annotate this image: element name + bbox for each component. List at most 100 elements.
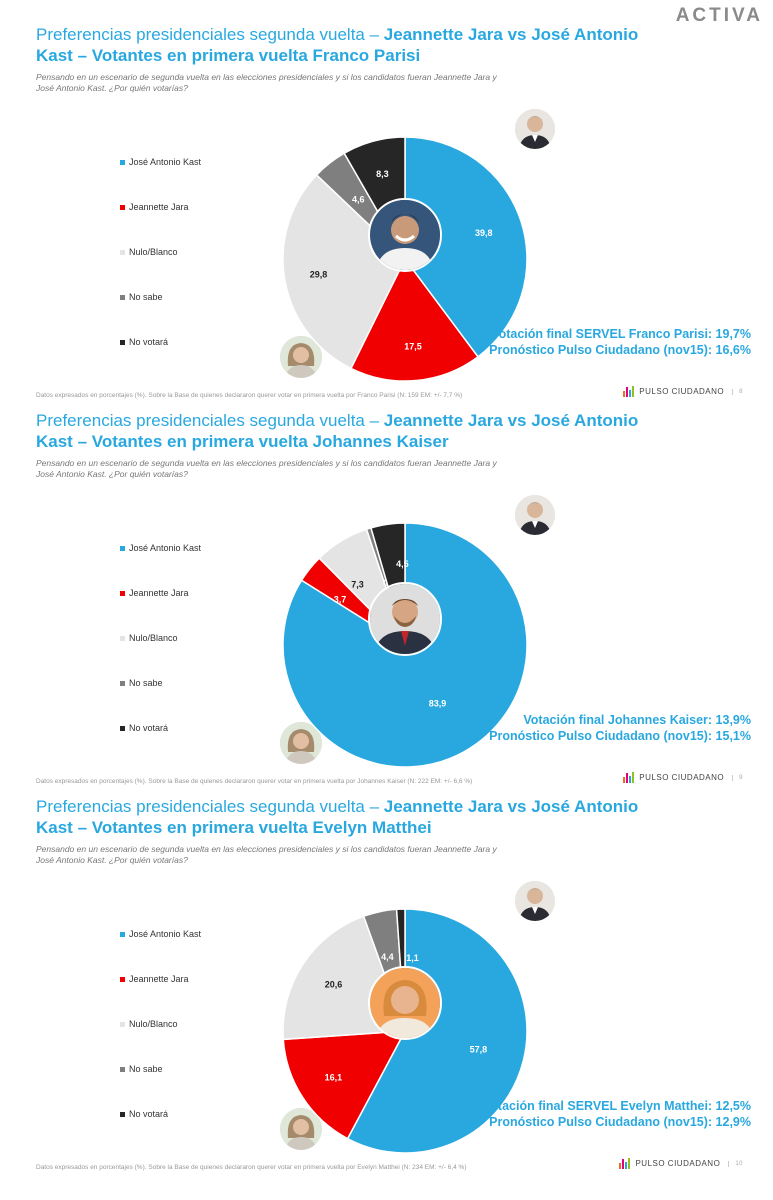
data-label: 4,5 <box>396 559 409 569</box>
legend-item: Jeannette Jara <box>120 974 189 984</box>
voter-candidate-photo-icon <box>368 966 442 1040</box>
legend-swatch <box>120 1021 125 1027</box>
pie-slice-nulo-blanco <box>282 173 406 370</box>
page-number: 8 <box>732 388 743 395</box>
page-number: 10 <box>728 1160 743 1167</box>
legend-swatch <box>120 159 125 165</box>
pulso-bars-icon <box>623 772 635 783</box>
title-bold: Jeannette Jara vs José Antonio Kast – Vo… <box>36 797 639 837</box>
jara-avatar-icon <box>280 1108 322 1150</box>
pulso-ciudadano-logo: PULSO CIUDADANO 9 <box>623 772 743 783</box>
legend-swatch <box>120 1066 125 1072</box>
legend-item: José Antonio Kast <box>120 929 201 939</box>
result-line-2: Pronóstico Pulso Ciudadano (nov15): 15,1… <box>489 729 751 743</box>
data-label: 17,5 <box>404 341 422 351</box>
data-label: 4,6 <box>352 195 365 205</box>
voter-candidate-photo-icon <box>368 582 442 656</box>
footnote: Datos expresados en porcentajes (%). Sob… <box>36 778 473 785</box>
legend-label: No sabe <box>129 292 163 302</box>
title-light: Preferencias presidenciales segunda vuel… <box>36 411 384 430</box>
question-text: Pensando en un escenario de segunda vuel… <box>36 458 497 479</box>
pulso-label: PULSO CIUDADANO <box>639 773 725 782</box>
legend-label: José Antonio Kast <box>129 157 202 167</box>
kast-avatar-icon <box>515 881 555 921</box>
legend-label: José Antonio Kast <box>129 543 202 553</box>
result-line-1: Votación final SERVEL Franco Parisi: 19,… <box>491 327 751 341</box>
data-label: 57,8 <box>470 1044 488 1054</box>
legend-item: No votará <box>120 1109 168 1119</box>
legend-item: No sabe <box>120 1064 163 1074</box>
page-number: 9 <box>732 774 743 781</box>
legend-label: Jeannette Jara <box>129 202 189 212</box>
legend-swatch <box>120 976 125 982</box>
data-label: 7,3 <box>351 580 364 590</box>
legend-label: Jeannette Jara <box>129 974 189 984</box>
legend-swatch <box>120 204 125 210</box>
legend-item: José Antonio Kast <box>120 157 201 167</box>
legend-swatch <box>120 680 125 686</box>
data-label: 3,7 <box>334 595 347 605</box>
title-light: Preferencias presidenciales segunda vuel… <box>36 797 384 816</box>
panel-title: Preferencias presidenciales segunda vuel… <box>36 410 676 452</box>
data-label: 8,3 <box>376 169 389 179</box>
chart-panel-kaiser: Preferencias presidenciales segunda vuel… <box>0 410 773 810</box>
voter-candidate-photo-icon <box>368 198 442 272</box>
panel-title: Preferencias presidenciales segunda vuel… <box>36 24 676 66</box>
title-light: Preferencias presidenciales segunda vuel… <box>36 25 384 44</box>
legend: José Antonio Kast Jeannette Jara Nulo/Blan… <box>120 24 230 424</box>
result-line-1: Votación final Johannes Kaiser: 13,9% <box>523 713 751 727</box>
data-label: 1,1 <box>406 953 419 963</box>
chart-panel-parisi: Preferencias presidenciales segunda vuel… <box>0 24 773 424</box>
jara-avatar-icon <box>280 722 322 764</box>
panel-title: Preferencias presidenciales segunda vuel… <box>36 796 676 838</box>
legend-swatch <box>120 249 125 255</box>
legend-swatch <box>120 1111 125 1117</box>
legend-item: Nulo/Blanco <box>120 1019 178 1029</box>
legend-item: No sabe <box>120 292 163 302</box>
question-text: Pensando en un escenario de segunda vuel… <box>36 844 497 865</box>
result-line-2: Pronóstico Pulso Ciudadano (nov15): 12,9… <box>489 1115 751 1129</box>
legend-label: Jeannette Jara <box>129 588 189 598</box>
data-label: 20,6 <box>325 979 343 989</box>
legend: José Antonio Kast Jeannette Jara Nulo/Blan… <box>120 796 230 1196</box>
legend-item: Nulo/Blanco <box>120 633 178 643</box>
title-bold: Jeannette Jara vs José Antonio Kast – Vo… <box>36 411 639 451</box>
legend-item: Jeannette Jara <box>120 588 189 598</box>
pie-slice-kast <box>404 136 528 358</box>
legend-label: No votará <box>129 723 169 733</box>
legend-swatch <box>120 590 125 596</box>
data-label: 83,9 <box>429 699 447 709</box>
legend-label: Nulo/Blanco <box>129 247 178 257</box>
legend-label: No sabe <box>129 678 163 688</box>
pie-slice-jara <box>282 1030 407 1140</box>
result-line-1: Votación final SERVEL Evelyn Matthei: 12… <box>482 1099 751 1113</box>
pulso-bars-icon <box>619 1158 631 1169</box>
kast-avatar-icon <box>515 495 555 535</box>
chart-panel-matthei: Preferencias presidenciales segunda vuel… <box>0 796 773 1196</box>
legend-swatch <box>120 339 125 345</box>
legend-item: No votará <box>120 723 168 733</box>
pulso-ciudadano-logo: PULSO CIUDADANO 8 <box>623 386 743 397</box>
legend-label: José Antonio Kast <box>129 929 202 939</box>
pie-chart: 39,8 17,5 29,8 4,6 8,3 <box>282 136 528 382</box>
pulso-bars-icon <box>623 386 635 397</box>
legend-swatch <box>120 545 125 551</box>
legend-item: No votará <box>120 337 168 347</box>
legend-item: No sabe <box>120 678 163 688</box>
result-box: Votación final Johannes Kaiser: 13,9% Pr… <box>489 712 751 744</box>
pulso-ciudadano-logo: PULSO CIUDADANO 10 <box>619 1158 743 1169</box>
data-label: 16,1 <box>325 1072 343 1082</box>
result-line-2: Pronóstico Pulso Ciudadano (nov15): 16,6… <box>489 343 751 357</box>
footnote: Datos expresados en porcentajes (%). Sob… <box>36 392 463 399</box>
pulso-label: PULSO CIUDADANO <box>639 387 725 396</box>
legend: José Antonio Kast Jeannette Jara Nulo/Blan… <box>120 410 230 810</box>
legend-label: No sabe <box>129 1064 163 1074</box>
legend-swatch <box>120 635 125 641</box>
legend-label: No votará <box>129 1109 169 1119</box>
footnote: Datos expresados en porcentajes (%). Sob… <box>36 1164 467 1171</box>
legend-swatch <box>120 725 125 731</box>
legend-swatch <box>120 931 125 937</box>
activa-logo: ACTIVA <box>675 5 763 26</box>
pie-slice-kast <box>346 908 528 1154</box>
legend-item: Jeannette Jara <box>120 202 189 212</box>
